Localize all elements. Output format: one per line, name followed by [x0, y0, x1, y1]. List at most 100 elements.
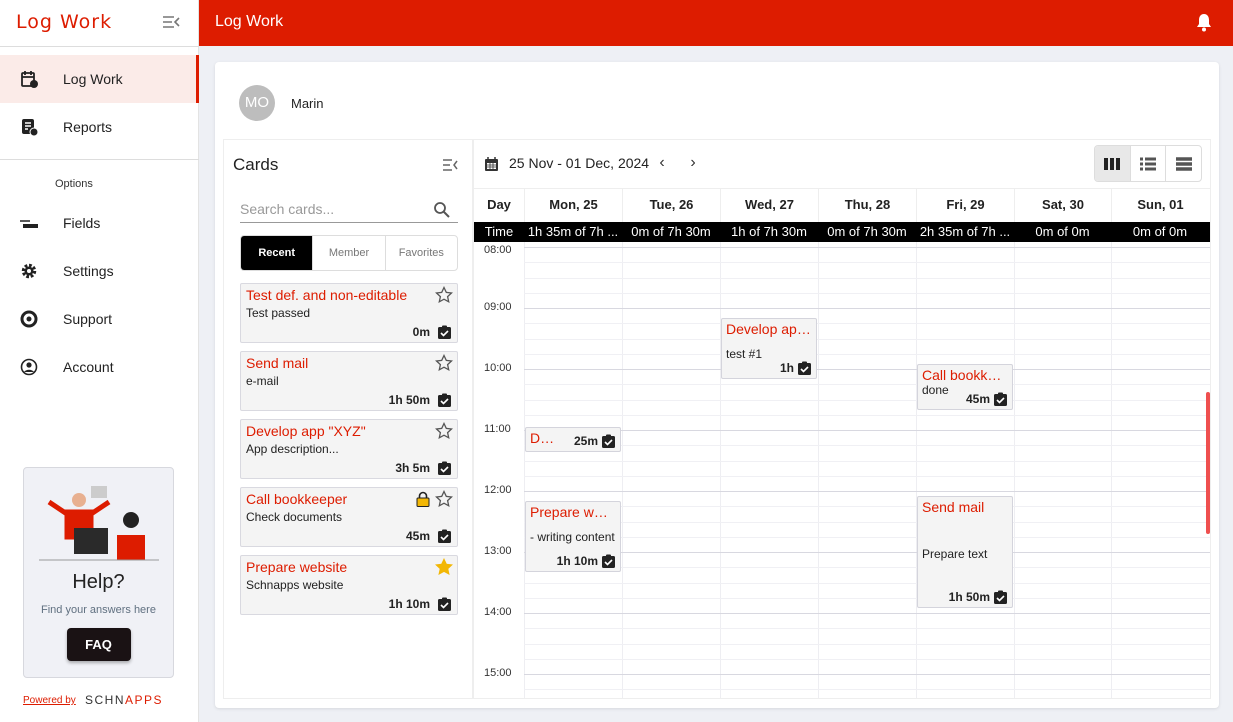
card-title: Test def. and non-editable	[246, 287, 408, 303]
event-duration: 25m	[573, 434, 598, 449]
card-item[interactable]: Prepare website Schnapps website 1h 10m	[240, 555, 458, 615]
hour-label: 14:00	[484, 606, 512, 618]
card-time: 3h 5m	[395, 461, 430, 475]
clipboard-check-icon[interactable]	[438, 597, 451, 611]
event-description: - writing content	[530, 530, 615, 545]
day-header: Wed, 27	[720, 189, 818, 222]
sidebar-item-log-work[interactable]: Log Work	[0, 55, 199, 103]
calendar: 25 Nov - 01 Dec, 2024 ‹ › Day Mon, 25 Tue…	[473, 139, 1211, 699]
powered-by-link[interactable]: Powered by	[23, 695, 76, 706]
calendar-event[interactable]: Call bookkeeper done 45m	[917, 363, 1013, 410]
sidebar-item-settings[interactable]: Settings	[0, 247, 199, 295]
user-name: Marin	[291, 96, 324, 111]
quarter-line	[524, 628, 1210, 630]
calendar-event[interactable]: Prepare website - writing content 1h 10m	[525, 501, 621, 573]
clipboard-check-icon[interactable]	[438, 529, 451, 543]
clipboard-check-icon[interactable]	[994, 590, 1007, 604]
clipboard-check-icon[interactable]	[438, 393, 451, 407]
star-outline-icon[interactable]	[435, 490, 453, 508]
prev-week-button[interactable]: ‹	[659, 154, 665, 171]
tab-favorites[interactable]: Favorites	[384, 236, 457, 270]
event-title: Develop app "XYZ"	[530, 429, 560, 446]
calendar-event[interactable]: Develop app "XYZ" 25m	[525, 426, 621, 453]
quarter-line	[524, 521, 1210, 523]
view-switcher	[1094, 145, 1202, 182]
time-label: Time	[484, 224, 514, 239]
event-title: Call bookkeeper	[922, 366, 1007, 383]
hour-label: 09:00	[484, 301, 512, 313]
quarter-line	[524, 262, 1210, 264]
sidebar-item-support[interactable]: Support	[0, 295, 199, 343]
clipboard-check-icon[interactable]	[438, 325, 451, 339]
agenda-view-button[interactable]	[1165, 146, 1201, 181]
star-filled-icon[interactable]	[435, 558, 453, 576]
top-bar: Log Work	[199, 0, 1233, 46]
card-description: Schnapps website	[246, 578, 344, 592]
quarter-line	[524, 460, 1210, 462]
search-cards	[240, 193, 458, 223]
day-time-summary: 0m of 7h 30m	[827, 224, 907, 239]
card-item[interactable]: Call bookkeeper Check documents 45m	[240, 487, 458, 547]
hour-label: 12:00	[484, 484, 512, 496]
card-item[interactable]: Develop app "XYZ" App description... 3h …	[240, 419, 458, 479]
app-logo[interactable]: Log Work	[16, 11, 113, 33]
clipboard-check-icon[interactable]	[602, 434, 615, 449]
faq-button[interactable]: FAQ	[66, 628, 131, 661]
card-description: Check documents	[246, 510, 343, 524]
week-columns-view-button[interactable]	[1095, 146, 1130, 181]
event-title: Develop app "XYZ"	[726, 321, 811, 338]
search-icon[interactable]	[433, 201, 450, 218]
star-outline-icon[interactable]	[435, 354, 453, 372]
sidebar-item-label: Log Work	[63, 71, 123, 87]
clipboard-check-icon[interactable]	[798, 361, 811, 376]
sidebar-item-reports[interactable]: Reports	[0, 103, 199, 151]
scrollbar[interactable]	[1206, 392, 1210, 534]
calendar-clock-icon	[21, 71, 38, 88]
star-outline-icon[interactable]	[435, 422, 453, 440]
card-item[interactable]: Test def. and non-editable Test passed 0…	[240, 283, 458, 343]
lock-icon	[416, 491, 430, 507]
card-item[interactable]: Send mail e-mail 1h 50m	[240, 351, 458, 411]
list-view-button[interactable]	[1129, 146, 1166, 181]
fields-icon	[20, 220, 38, 228]
quarter-line	[524, 323, 1210, 325]
sidebar-item-fields[interactable]: Fields	[0, 199, 199, 247]
quarter-line	[524, 597, 1210, 599]
next-week-button[interactable]: ›	[690, 154, 696, 171]
view-list-icon	[1140, 157, 1156, 170]
sidebar-item-account[interactable]: Account	[0, 343, 199, 391]
event-description: Prepare text	[922, 547, 988, 562]
day-header: Sun, 01	[1111, 189, 1209, 222]
star-outline-icon[interactable]	[435, 286, 453, 304]
hour-label: 11:00	[484, 423, 511, 435]
lifebuoy-icon	[20, 310, 38, 328]
time-grid[interactable]: 08:00 09:00 10:00 11:00 12:00 13:00 14:00 15:00…	[474, 242, 1210, 698]
bell-icon[interactable]	[1195, 13, 1213, 32]
search-input[interactable]	[240, 193, 425, 217]
hour-line	[524, 491, 1210, 492]
tab-recent[interactable]: Recent	[241, 236, 313, 270]
card-title: Prepare website	[246, 559, 348, 575]
tab-member[interactable]: Member	[312, 236, 384, 270]
collapse-cards-icon[interactable]	[442, 158, 458, 172]
clipboard-check-icon[interactable]	[602, 554, 615, 569]
card-title: Call bookkeeper	[246, 491, 348, 507]
card-description: e-mail	[246, 374, 279, 388]
hour-label: 13:00	[484, 545, 512, 557]
clipboard-check-icon[interactable]	[994, 392, 1007, 406]
view-column-icon	[1104, 157, 1121, 170]
clipboard-check-icon[interactable]	[438, 461, 451, 475]
event-duration: 1h 10m	[556, 554, 598, 569]
quarter-line	[524, 475, 1210, 477]
day-time-summary: 2h 35m of 7h ...	[919, 224, 1011, 239]
avatar[interactable]: MO	[239, 85, 275, 121]
quarter-line	[524, 689, 1210, 691]
calendar-event[interactable]: Send mail Prepare text 1h 50m	[917, 496, 1013, 608]
collapse-menu-icon[interactable]	[162, 14, 180, 30]
day-time-summary: 1h of 7h 30m	[731, 224, 807, 239]
quarter-line	[524, 536, 1210, 538]
cards-panel: Cards Recent Member Favorites Test def. …	[223, 139, 473, 699]
calendar-event[interactable]: Develop app "XYZ" test #1 1h	[721, 318, 817, 380]
event-duration: 1h 50m	[948, 589, 990, 604]
quarter-line	[524, 399, 1210, 401]
